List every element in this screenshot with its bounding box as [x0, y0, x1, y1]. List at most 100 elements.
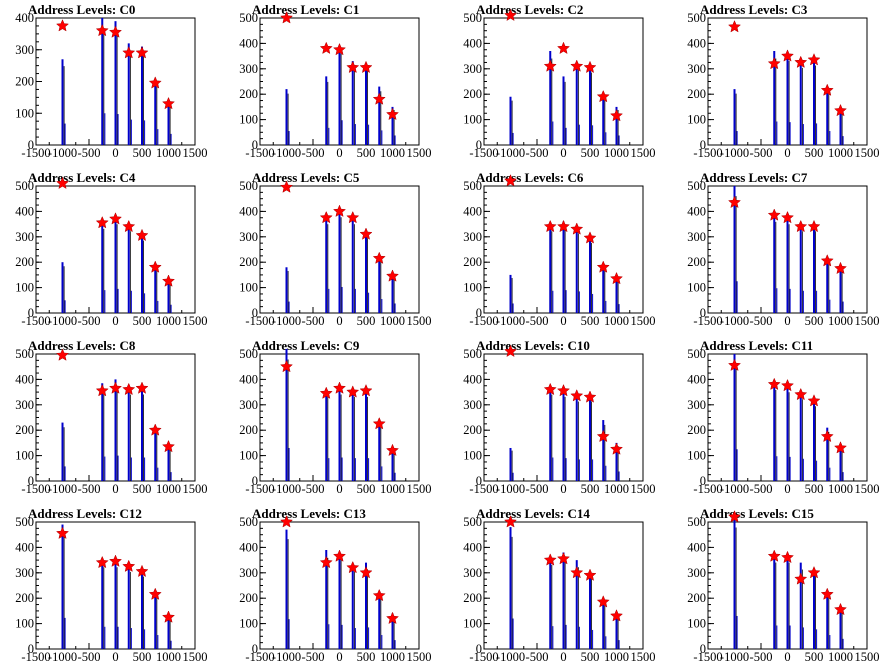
y-tick-label: 200 [687, 423, 706, 437]
x-tick-label: -500 [750, 314, 773, 328]
y-tick-label: 400 [463, 540, 482, 554]
x-tick-label: 1500 [183, 314, 208, 328]
histogram-panel: Address Levels: C6 0 100 200 300 400 500 -1500-… [448, 168, 672, 336]
peak-marker-star [727, 510, 742, 523]
histogram-svg: Address Levels: C12 0 100 200 300 400 500 -1500… [15, 506, 207, 664]
peak-marker-star [385, 269, 400, 282]
y-tick-label: 100 [463, 617, 482, 631]
y-tick-label: 500 [687, 515, 706, 529]
x-tick-label: 1000 [604, 650, 629, 664]
peak-marker-star [596, 260, 610, 273]
y-tick-label: 200 [15, 591, 34, 605]
histogram-panel: Address Levels: C11 0 100 200 300 400 500 -1500… [672, 336, 896, 504]
peak-marker-star [346, 210, 360, 224]
x-tick-label: -1500 [693, 314, 722, 328]
y-tick-label: 100 [15, 281, 34, 295]
x-tick-label: -1000 [48, 146, 77, 160]
x-tick-label: 1000 [380, 650, 405, 664]
peak-marker-star [503, 8, 518, 22]
peak-marker-star [135, 46, 149, 59]
x-tick-label: 500 [805, 314, 824, 328]
x-tick-label: 1500 [855, 314, 880, 328]
y-tick-label: 0 [476, 306, 482, 320]
peak-marker-star [833, 261, 848, 275]
x-tick-label: 1500 [631, 314, 656, 328]
x-tick-label: 1500 [631, 482, 656, 496]
y-tick-label: 500 [15, 515, 34, 529]
x-tick-label: 0 [336, 650, 342, 664]
peak-marker-star [372, 588, 386, 602]
y-tick-label: 500 [15, 179, 34, 193]
x-tick-label: -500 [526, 650, 549, 664]
peak-marker-star [95, 215, 109, 229]
x-tick-label: 1500 [407, 650, 432, 664]
peak-marker-star [332, 381, 347, 394]
panel-title: Address Levels: C3 [700, 2, 808, 17]
x-tick-label: 0 [784, 146, 790, 160]
histogram-svg: Address Levels: C80100200300400500-1500-… [15, 338, 207, 496]
y-tick-label: 300 [239, 62, 258, 76]
y-tick-label: 300 [687, 398, 706, 412]
x-tick-label: -1500 [693, 146, 722, 160]
peak-marker-star [807, 394, 821, 407]
peak-marker-star [794, 219, 808, 233]
x-tick-label: 1000 [604, 146, 629, 160]
x-tick-label: 500 [581, 482, 600, 496]
peak-marker-star [346, 60, 360, 74]
panel-title: Address Levels: C6 [476, 170, 584, 185]
peak-marker-star [359, 60, 373, 74]
peak-marker-star [583, 60, 597, 74]
peak-marker-star [794, 387, 808, 401]
peak-marker-star [346, 385, 360, 398]
y-tick-label: 300 [239, 566, 258, 580]
peak-marker-star [543, 59, 557, 72]
peak-marker-star [570, 222, 584, 235]
peak-marker-star [319, 41, 333, 55]
panel-title: Address Levels: C13 [252, 506, 366, 521]
y-tick-label: 200 [239, 255, 258, 269]
x-tick-label: -500 [526, 314, 549, 328]
histogram-svg: Address Levels: C0 0 100 200 300 400 -1500-100… [15, 2, 207, 160]
y-tick-label: 300 [463, 398, 482, 412]
peak-marker-star [135, 564, 149, 578]
y-tick-label: 100 [15, 449, 34, 463]
y-tick-label: 200 [687, 87, 706, 101]
histogram-panel: Address Levels: C0 0 100 200 300 400 -1500 -100… [0, 0, 224, 168]
peak-marker-star [570, 389, 584, 402]
x-tick-label: -500 [302, 146, 325, 160]
peak-marker-star [95, 383, 109, 397]
peak-marker-star [596, 595, 610, 608]
histogram-svg: Address Levels: C14 0 100 200 300 400 500 -1500… [463, 506, 655, 664]
y-tick-label: 0 [476, 138, 482, 152]
peak-marker-star [820, 83, 834, 96]
y-tick-label: 0 [28, 306, 34, 320]
x-tick-label: 0 [112, 650, 118, 664]
peak-marker-star [55, 19, 70, 32]
x-tick-label: 0 [784, 650, 790, 664]
histogram-panel: Address Levels: C7 0 100 200 300 400 500 -1500-… [672, 168, 896, 336]
y-tick-label: 400 [15, 11, 34, 25]
x-tick-label: -1000 [496, 482, 525, 496]
y-tick-label: 0 [252, 138, 258, 152]
x-tick-label: 1000 [156, 146, 181, 160]
x-tick-label: 0 [336, 146, 342, 160]
x-tick-label: 500 [357, 146, 376, 160]
peak-marker-star [319, 210, 333, 224]
peak-marker-star [833, 602, 848, 616]
histogram-panel: Address Levels: C3 0 100 200 300 400 500 -1500-… [672, 0, 896, 168]
peak-marker-star [161, 274, 176, 287]
panel-title: Address Levels: C12 [28, 506, 142, 521]
y-tick-label: 400 [463, 204, 482, 218]
x-tick-label: -500 [78, 314, 101, 328]
peak-marker-star [359, 227, 373, 240]
x-tick-label: -1500 [21, 482, 50, 496]
x-tick-label: -1000 [720, 146, 749, 160]
histogram-panel: Address Levels: C9 0 100 200 300 400 500 -1500-… [224, 336, 448, 504]
x-tick-label: 1000 [380, 482, 405, 496]
y-tick-label: 400 [687, 540, 706, 554]
histogram-svg: Address Levels: C11 0 100 200 300 400 500 -1500… [687, 338, 879, 496]
peak-marker-star [319, 386, 333, 399]
x-tick-label: -500 [526, 146, 549, 160]
peak-marker-star [556, 551, 571, 565]
